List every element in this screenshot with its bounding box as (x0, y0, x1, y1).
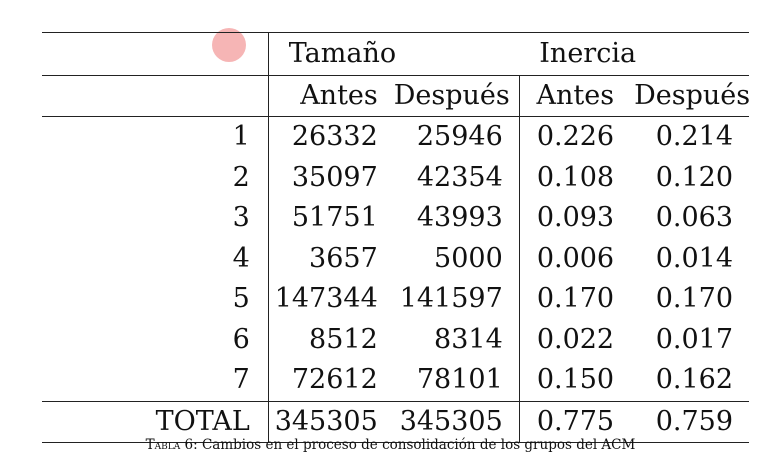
table-cell: 78101 (393, 360, 520, 401)
row-label: 5 (42, 279, 269, 320)
results-table: Tamaño Inercia Antes Después Antes Despu… (42, 32, 750, 443)
table-cell: 25946 (393, 116, 520, 158)
table-cell: 0.162 (655, 364, 733, 396)
total-cell: 345305 (268, 400, 394, 443)
table-cell: 147344 (274, 283, 378, 315)
table-cell: 0.006 (536, 242, 615, 274)
table-row: 1 26332 25946 0.226 0.214 (42, 116, 749, 158)
sub-header-row: Antes Después Antes Después (42, 75, 750, 117)
row-label: 4 (42, 238, 269, 279)
total-label: TOTAL (42, 400, 269, 443)
table-cell: 0.120 (655, 161, 733, 193)
table-cell: 141597 (393, 279, 520, 320)
table-row: 2 35097 42354 0.108 0.120 (42, 157, 749, 198)
table-cell: 5000 (393, 238, 520, 279)
sub-header-antes: Antes (268, 75, 394, 117)
group-header-row: Tamaño Inercia (42, 32, 749, 76)
table-cell: 0.063 (655, 202, 733, 234)
total-cell: 345305 (393, 400, 520, 443)
row-label: 3 (42, 198, 269, 239)
row-label: 6 (42, 319, 269, 360)
table-cell: 8512 (309, 323, 378, 355)
sub-header-despues: Después (393, 75, 520, 117)
table-cell: 0.108 (536, 161, 615, 193)
table-cell: 43993 (393, 198, 520, 239)
total-row: TOTAL 345305 345305 0.775 0.759 (42, 400, 749, 443)
table-cell: 0.226 (536, 121, 615, 153)
group-header-inercia: Inercia (519, 32, 749, 76)
results-table-container: Tamaño Inercia Antes Después Antes Despu… (42, 32, 750, 443)
table-row: 5 147344 141597 0.170 0.170 (42, 279, 749, 320)
sub-header-antes: Antes (519, 75, 635, 117)
table-cell: 0.017 (655, 323, 733, 355)
table-cell: 26332 (291, 121, 378, 153)
sub-header-despues: Después (634, 75, 750, 117)
total-cell: 0.775 (519, 400, 635, 443)
table-cell: 3657 (309, 242, 378, 274)
table-cell: 42354 (393, 157, 520, 198)
table-cell: 0.170 (536, 283, 615, 315)
row-label: 2 (42, 157, 269, 198)
table-cell: 0.014 (655, 242, 733, 274)
caption-label: Tabla 6: (145, 437, 198, 453)
group-header-tamano: Tamaño (268, 32, 520, 76)
table-row: 6 8512 8314 0.022 0.017 (42, 319, 749, 360)
table-cell: 0.022 (536, 323, 615, 355)
corner-cell (42, 32, 269, 76)
caption-text: Cambios en el proceso de consolidación d… (201, 437, 636, 453)
total-cell: 0.759 (634, 400, 749, 443)
table-cell: 0.170 (655, 283, 733, 315)
row-label: 7 (42, 360, 269, 401)
table-cell: 72612 (291, 364, 378, 396)
table-cell: 51751 (291, 202, 378, 234)
corner-cell (42, 75, 269, 117)
table-cell: 0.093 (536, 202, 615, 234)
table-cell: 8314 (393, 319, 520, 360)
table-cell: 0.150 (536, 364, 615, 396)
table-caption: Tabla 6: Cambios en el proceso de consol… (0, 437, 781, 453)
table-row: 4 3657 5000 0.006 0.014 (42, 238, 749, 279)
table-row: 7 72612 78101 0.150 0.162 (42, 360, 749, 401)
row-label: 1 (42, 116, 269, 158)
table-cell: 35097 (291, 161, 378, 193)
table-row: 3 51751 43993 0.093 0.063 (42, 198, 749, 239)
table-cell: 0.214 (655, 121, 733, 153)
